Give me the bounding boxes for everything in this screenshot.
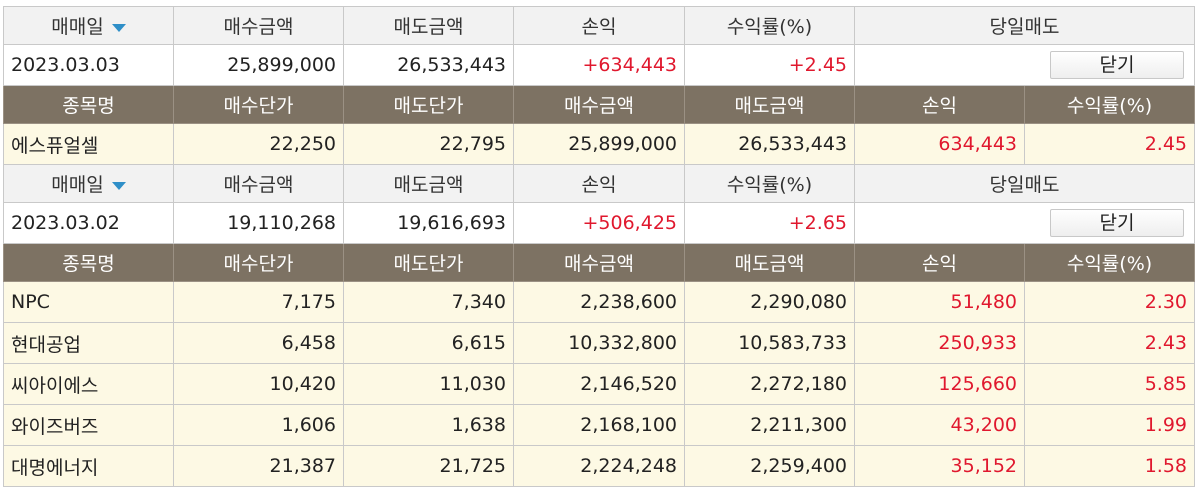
profit: +506,425: [513, 202, 685, 244]
sell-amount: 19,616,693: [343, 202, 514, 244]
buy-amount: 25,899,000: [513, 123, 685, 165]
return-rate-header: 수익률(%): [684, 6, 855, 45]
stock-name: 대명에너지: [3, 445, 174, 487]
buy-price: 21,387: [173, 445, 344, 487]
sell-amount: 2,272,180: [684, 363, 855, 405]
sell-amount: 2,259,400: [684, 445, 855, 487]
trade-date-header[interactable]: 매매일: [3, 164, 174, 203]
sell-price-header: 매도단가: [343, 85, 514, 124]
buy-price-header: 매수단가: [173, 85, 344, 124]
close-cell: 닫기: [853, 202, 1196, 244]
profit: 634,443: [854, 123, 1025, 165]
trade-history-table: 매매일 매수금액 매도금액 손익 수익률(%) 당일매도 2023.03.03 …: [3, 6, 1196, 487]
stock-name-header: 종목명: [3, 85, 174, 124]
close-cell: 닫기: [853, 44, 1196, 86]
sell-price: 22,795: [343, 123, 514, 165]
sell-amount-header: 매도금액: [684, 243, 855, 282]
buy-amount-header: 매수금액: [173, 6, 344, 45]
sell-amount: 10,583,733: [684, 322, 855, 364]
sell-amount: 2,211,300: [684, 404, 855, 446]
table-row[interactable]: 에스퓨얼셀 22,250 22,795 25,899,000 26,533,44…: [3, 123, 1196, 165]
sell-amount-header: 매도금액: [684, 85, 855, 124]
sort-down-icon[interactable]: [111, 181, 126, 190]
buy-amount-header: 매수금액: [173, 164, 344, 203]
return-rate: +2.45: [684, 44, 855, 86]
buy-amount: 2,168,100: [513, 404, 685, 446]
profit-header: 손익: [854, 85, 1025, 124]
return-rate: 5.85: [1023, 363, 1196, 405]
trade-date: 2023.03.03: [3, 44, 174, 86]
close-button[interactable]: 닫기: [1050, 209, 1185, 237]
stock-name-header: 종목명: [3, 243, 174, 282]
stock-name: NPC: [3, 281, 174, 323]
table-row[interactable]: 대명에너지 21,387 21,725 2,224,248 2,259,400 …: [3, 445, 1196, 487]
profit-header: 손익: [513, 6, 685, 45]
sell-price: 11,030: [343, 363, 514, 405]
return-rate: 1.99: [1023, 404, 1196, 446]
buy-price: 6,458: [173, 322, 344, 364]
trade-date-label: 매매일: [51, 174, 104, 196]
trade-date-header[interactable]: 매매일: [3, 6, 174, 45]
buy-amount: 10,332,800: [513, 322, 685, 364]
summary-header-row: 매매일 매수금액 매도금액 손익 수익률(%) 당일매도: [3, 164, 1196, 203]
buy-price-header: 매수단가: [173, 243, 344, 282]
buy-price: 10,420: [173, 363, 344, 405]
profit-header: 손익: [513, 164, 685, 203]
table-row[interactable]: 현대공업 6,458 6,615 10,332,800 10,583,733 2…: [3, 322, 1196, 364]
buy-price: 1,606: [173, 404, 344, 446]
return-rate-header: 수익률(%): [1023, 243, 1196, 282]
buy-amount: 2,224,248: [513, 445, 685, 487]
sell-price: 7,340: [343, 281, 514, 323]
summary-row[interactable]: 2023.03.03 25,899,000 26,533,443 +634,44…: [3, 44, 1196, 86]
sell-price: 6,615: [343, 322, 514, 364]
close-button[interactable]: 닫기: [1050, 51, 1185, 79]
profit: 125,660: [854, 363, 1025, 405]
return-rate: +2.65: [684, 202, 855, 244]
buy-amount: 19,110,268: [173, 202, 344, 244]
buy-amount: 2,146,520: [513, 363, 685, 405]
return-rate: 2.30: [1023, 281, 1196, 323]
return-rate: 2.45: [1023, 123, 1196, 165]
profit: 250,933: [854, 322, 1025, 364]
sell-amount: 26,533,443: [343, 44, 514, 86]
summary-row[interactable]: 2023.03.02 19,110,268 19,616,693 +506,42…: [3, 202, 1196, 244]
sell-price-header: 매도단가: [343, 243, 514, 282]
same-day-sell-header: 당일매도: [853, 164, 1196, 203]
trade-date: 2023.03.02: [3, 202, 174, 244]
buy-price: 22,250: [173, 123, 344, 165]
stock-name: 씨아이에스: [3, 363, 174, 405]
detail-header-row: 종목명 매수단가 매도단가 매수금액 매도금액 손익 수익률(%): [3, 85, 1196, 124]
stock-name: 에스퓨얼셀: [3, 123, 174, 165]
stock-name: 현대공업: [3, 322, 174, 364]
table-row[interactable]: 씨아이에스 10,420 11,030 2,146,520 2,272,180 …: [3, 363, 1196, 405]
table-row[interactable]: 와이즈버즈 1,606 1,638 2,168,100 2,211,300 43…: [3, 404, 1196, 446]
sort-down-icon[interactable]: [111, 23, 126, 32]
sell-amount: 2,290,080: [684, 281, 855, 323]
sell-price: 21,725: [343, 445, 514, 487]
detail-header-row: 종목명 매수단가 매도단가 매수금액 매도금액 손익 수익률(%): [3, 243, 1196, 282]
return-rate: 2.43: [1023, 322, 1196, 364]
profit: +634,443: [513, 44, 685, 86]
return-rate-header: 수익률(%): [684, 164, 855, 203]
same-day-sell-header: 당일매도: [853, 6, 1196, 45]
buy-amount: 25,899,000: [173, 44, 344, 86]
sell-amount-header: 매도금액: [343, 6, 514, 45]
buy-price: 7,175: [173, 281, 344, 323]
profit: 35,152: [854, 445, 1025, 487]
sell-price: 1,638: [343, 404, 514, 446]
profit: 51,480: [854, 281, 1025, 323]
profit-header: 손익: [854, 243, 1025, 282]
return-rate: 1.58: [1023, 445, 1196, 487]
trade-date-label: 매매일: [51, 16, 104, 38]
return-rate-header: 수익률(%): [1023, 85, 1196, 124]
buy-amount-header: 매수금액: [513, 243, 685, 282]
sell-amount: 26,533,443: [684, 123, 855, 165]
buy-amount: 2,238,600: [513, 281, 685, 323]
sell-amount-header: 매도금액: [343, 164, 514, 203]
summary-header-row: 매매일 매수금액 매도금액 손익 수익률(%) 당일매도: [3, 6, 1196, 45]
profit: 43,200: [854, 404, 1025, 446]
stock-name: 와이즈버즈: [3, 404, 174, 446]
buy-amount-header: 매수금액: [513, 85, 685, 124]
table-row[interactable]: NPC 7,175 7,340 2,238,600 2,290,080 51,4…: [3, 281, 1196, 323]
